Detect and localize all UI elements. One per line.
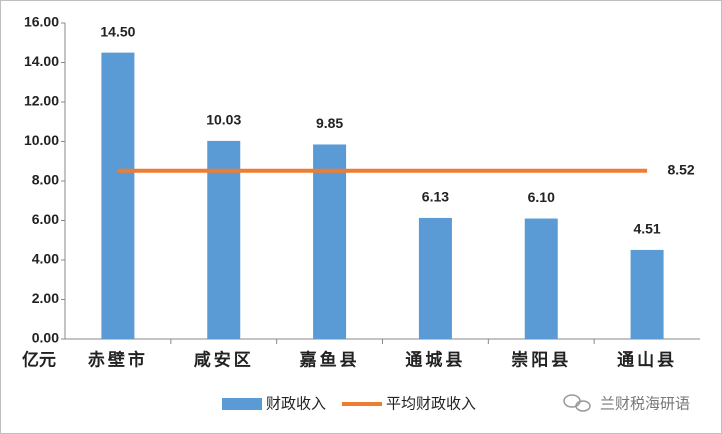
value-label: 8.52 (667, 161, 694, 177)
x-tick-label: 崇阳县 (511, 351, 571, 371)
x-tick-label: 咸安区 (194, 350, 254, 371)
y-tick-label: 12.00 (24, 93, 59, 109)
bar (207, 140, 241, 339)
bar (418, 217, 452, 339)
value-label: 10.03 (206, 112, 241, 128)
y-tick-label: 0.00 (32, 330, 59, 346)
legend-label: 平均财政收入 (386, 395, 476, 413)
bar (524, 218, 558, 339)
y-tick-label: 16.00 (24, 14, 59, 30)
watermark: 兰财税海研语 (600, 395, 690, 413)
x-tick-label: 通山县 (617, 351, 677, 371)
y-tick-label: 10.00 (24, 132, 59, 148)
y-tick-label: 2.00 (32, 290, 59, 306)
y-tick-label: 14.00 (24, 53, 59, 69)
legend-label: 财政收入 (266, 395, 326, 413)
value-label: 6.10 (528, 189, 555, 205)
bar (101, 52, 135, 339)
y-tick-label: 4.00 (32, 251, 59, 267)
x-tick-label: 赤壁市 (88, 350, 148, 371)
value-label: 14.50 (100, 23, 135, 39)
y-axis-label: 亿元 (22, 350, 56, 371)
y-tick-label: 8.00 (32, 172, 59, 188)
value-label: 4.51 (633, 221, 660, 237)
bar (630, 249, 664, 339)
value-label: 6.13 (422, 189, 449, 205)
y-tick-label: 6.00 (32, 211, 59, 227)
value-label: 9.85 (316, 115, 343, 131)
legend-swatch (222, 398, 262, 410)
x-tick-label: 嘉鱼县 (299, 350, 360, 371)
watermark-icon (563, 394, 591, 412)
bar (313, 144, 347, 339)
x-tick-label: 通城县 (405, 351, 465, 371)
